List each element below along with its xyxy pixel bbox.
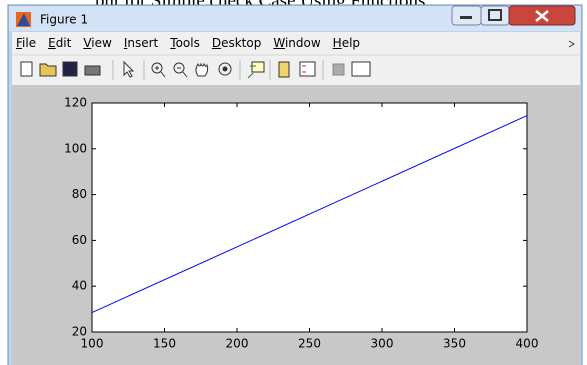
- y-tick-label: 100: [64, 141, 87, 155]
- menu-item[interactable]: Window: [273, 36, 321, 50]
- y-tick-label: 60: [72, 233, 87, 247]
- minimize-icon: [460, 16, 472, 19]
- x-tick-label: 100: [81, 337, 104, 351]
- pan-icon[interactable]: [195, 62, 209, 77]
- new-icon[interactable]: [20, 61, 33, 77]
- menu-item[interactable]: Help: [332, 36, 361, 50]
- menu-bar: File Edit View Insert Tools Desktop Window Help: [16, 36, 372, 54]
- x-tick-label: 300: [371, 337, 394, 351]
- show-tools-icon[interactable]: [351, 61, 371, 77]
- menu-item[interactable]: Edit: [48, 36, 72, 50]
- save-icon[interactable]: [62, 61, 78, 77]
- maximize-button[interactable]: [480, 5, 510, 26]
- x-tick-label: 350: [443, 337, 466, 351]
- legend-icon[interactable]: [299, 61, 316, 77]
- close-icon: [535, 10, 549, 22]
- zoom-out-icon[interactable]: [173, 62, 185, 74]
- zoom-in-icon[interactable]: [151, 62, 163, 74]
- x-tick-label: 200: [226, 337, 249, 351]
- menu-item[interactable]: Insert: [123, 36, 159, 50]
- print-icon[interactable]: [84, 65, 101, 76]
- window-title: Figure 1: [40, 13, 88, 27]
- x-tick-label: 150: [153, 337, 176, 351]
- hide-tools-icon[interactable]: [332, 63, 345, 76]
- y-tick-label: 80: [72, 187, 87, 201]
- menu-item[interactable]: File: [16, 36, 37, 50]
- menu-item[interactable]: Desktop: [211, 36, 262, 50]
- x-tick-label: 250: [298, 337, 321, 351]
- rotate-icon[interactable]: [218, 62, 232, 76]
- open-icon[interactable]: [39, 63, 57, 77]
- pointer-icon[interactable]: [123, 60, 135, 78]
- x-tick-label: 400: [516, 337, 539, 351]
- app-icon-shape: [17, 13, 30, 26]
- toolbar: [20, 60, 371, 80]
- y-tick-label: 20: [72, 325, 87, 339]
- menu-item[interactable]: Tools: [170, 36, 200, 50]
- y-tick-label: 40: [72, 279, 87, 293]
- y-tick-label: 120: [64, 96, 87, 110]
- menu-dock-arrow[interactable]: [568, 40, 575, 48]
- data-line: [91, 115, 528, 313]
- colorbar-icon[interactable]: [278, 61, 290, 78]
- axes: [91, 102, 528, 333]
- data-cursor-icon[interactable]: [251, 61, 265, 73]
- menu-item[interactable]: View: [83, 36, 112, 50]
- maximize-icon: [488, 9, 502, 21]
- minimize-button[interactable]: [451, 5, 482, 26]
